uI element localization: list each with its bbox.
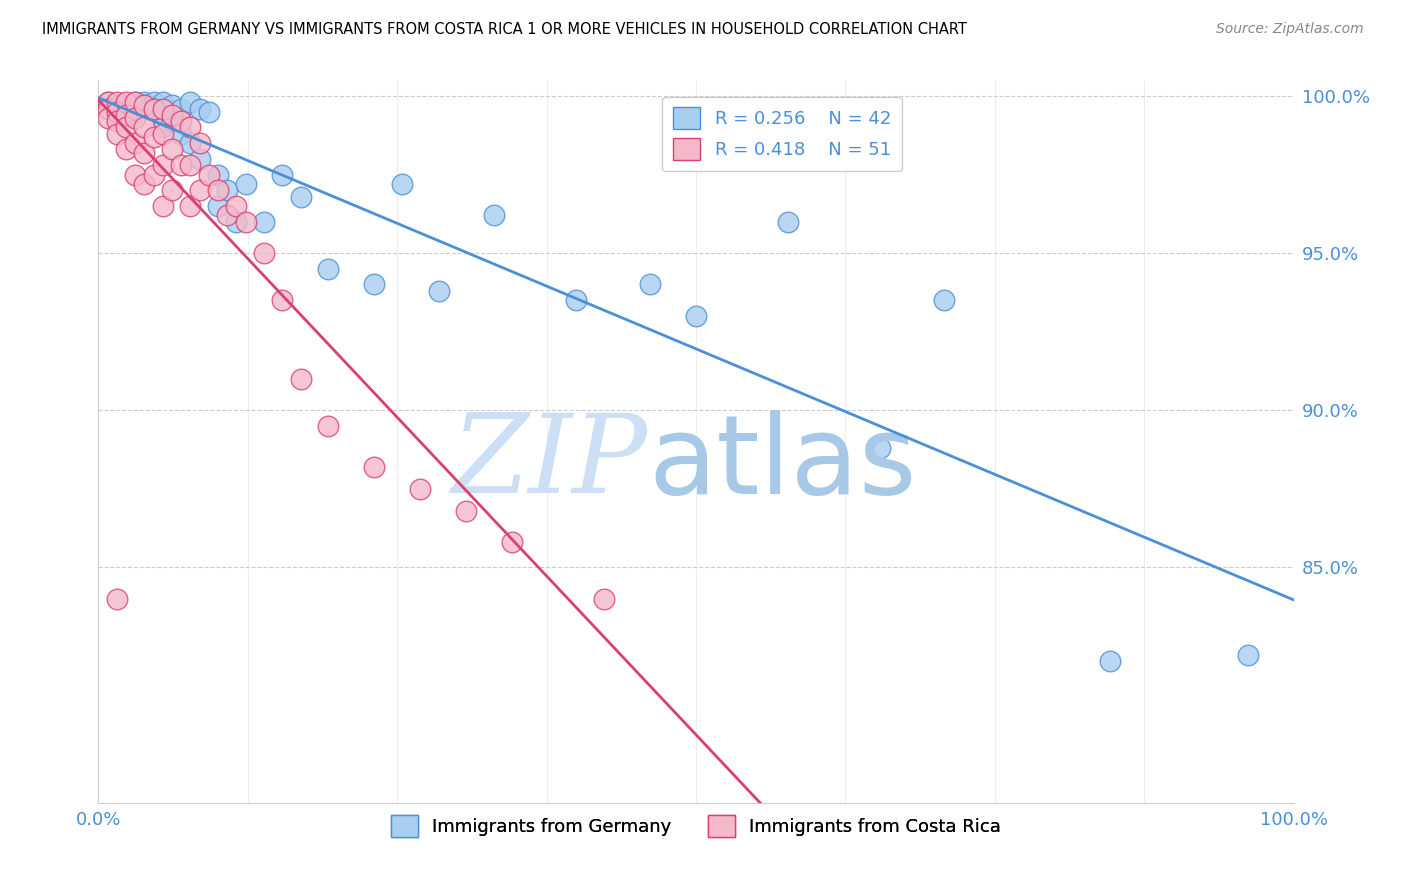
Point xyxy=(179,95,201,110)
Text: IMMIGRANTS FROM GERMANY VS IMMIGRANTS FROM COSTA RICA 1 OR MORE VEHICLES IN HOUS: IMMIGRANTS FROM GERMANY VS IMMIGRANTS FR… xyxy=(42,22,967,37)
Point xyxy=(152,108,174,122)
Point xyxy=(482,208,505,222)
Point xyxy=(170,102,193,116)
Point xyxy=(776,214,799,228)
Point xyxy=(142,102,165,116)
Point xyxy=(152,120,174,135)
Point xyxy=(105,104,128,119)
Point xyxy=(197,168,219,182)
Point xyxy=(124,136,146,150)
Point xyxy=(134,177,156,191)
Point xyxy=(179,120,201,135)
Point xyxy=(134,98,156,112)
Point xyxy=(105,98,128,112)
Point xyxy=(105,591,128,606)
Point xyxy=(271,293,294,308)
Point xyxy=(188,102,211,116)
Point xyxy=(363,459,385,474)
Text: Source: ZipAtlas.com: Source: ZipAtlas.com xyxy=(1216,22,1364,37)
Point xyxy=(271,168,294,182)
Point xyxy=(207,199,229,213)
Point xyxy=(593,591,616,606)
Point xyxy=(638,277,661,292)
Point xyxy=(142,102,165,116)
Point xyxy=(97,95,120,110)
Point xyxy=(427,284,450,298)
Point xyxy=(217,183,239,197)
Point xyxy=(456,503,478,517)
Point xyxy=(290,189,312,203)
Point xyxy=(115,120,138,135)
Point xyxy=(152,158,174,172)
Point xyxy=(142,129,165,144)
Point xyxy=(170,114,193,128)
Point xyxy=(124,111,146,125)
Legend: Immigrants from Germany, Immigrants from Costa Rica: Immigrants from Germany, Immigrants from… xyxy=(384,808,1008,845)
Point xyxy=(115,108,138,122)
Point xyxy=(225,199,247,213)
Point xyxy=(134,95,156,110)
Point xyxy=(124,168,146,182)
Point xyxy=(124,108,146,122)
Point xyxy=(179,199,201,213)
Point xyxy=(501,535,523,549)
Point xyxy=(170,158,193,172)
Point xyxy=(188,183,211,197)
Point xyxy=(160,142,183,156)
Point xyxy=(134,98,156,112)
Point xyxy=(1098,655,1121,669)
Point xyxy=(160,108,183,122)
Point xyxy=(152,127,174,141)
Point xyxy=(134,120,156,135)
Point xyxy=(115,142,138,156)
Point xyxy=(235,214,257,228)
Point xyxy=(105,127,128,141)
Point xyxy=(115,95,138,110)
Point xyxy=(225,214,247,228)
Point xyxy=(142,168,165,182)
Point xyxy=(290,372,312,386)
Point xyxy=(685,309,707,323)
Point xyxy=(124,95,146,110)
Point xyxy=(152,95,174,110)
Text: atlas: atlas xyxy=(648,409,917,516)
Point xyxy=(179,158,201,172)
Point xyxy=(134,145,156,160)
Point xyxy=(105,114,128,128)
Point xyxy=(179,136,201,150)
Point xyxy=(97,95,120,110)
Point xyxy=(253,246,276,260)
Point xyxy=(160,114,183,128)
Point xyxy=(869,441,891,455)
Point xyxy=(160,183,183,197)
Point xyxy=(152,199,174,213)
Point xyxy=(363,277,385,292)
Point xyxy=(235,177,257,191)
Point xyxy=(409,482,432,496)
Point xyxy=(188,136,211,150)
Point xyxy=(170,127,193,141)
Point xyxy=(152,102,174,116)
Point xyxy=(188,152,211,166)
Point xyxy=(391,177,413,191)
Point xyxy=(1236,648,1258,662)
Point xyxy=(115,102,138,116)
Point xyxy=(207,183,229,197)
Point xyxy=(565,293,588,308)
Point xyxy=(160,98,183,112)
Point xyxy=(97,111,120,125)
Point xyxy=(97,102,120,116)
Point xyxy=(316,418,339,433)
Point xyxy=(142,95,165,110)
Point xyxy=(934,293,956,308)
Point xyxy=(217,208,239,222)
Point xyxy=(105,95,128,110)
Point xyxy=(207,168,229,182)
Point xyxy=(124,95,146,110)
Point xyxy=(253,214,276,228)
Point xyxy=(316,261,339,276)
Text: ZIP: ZIP xyxy=(453,409,648,517)
Point xyxy=(197,104,219,119)
